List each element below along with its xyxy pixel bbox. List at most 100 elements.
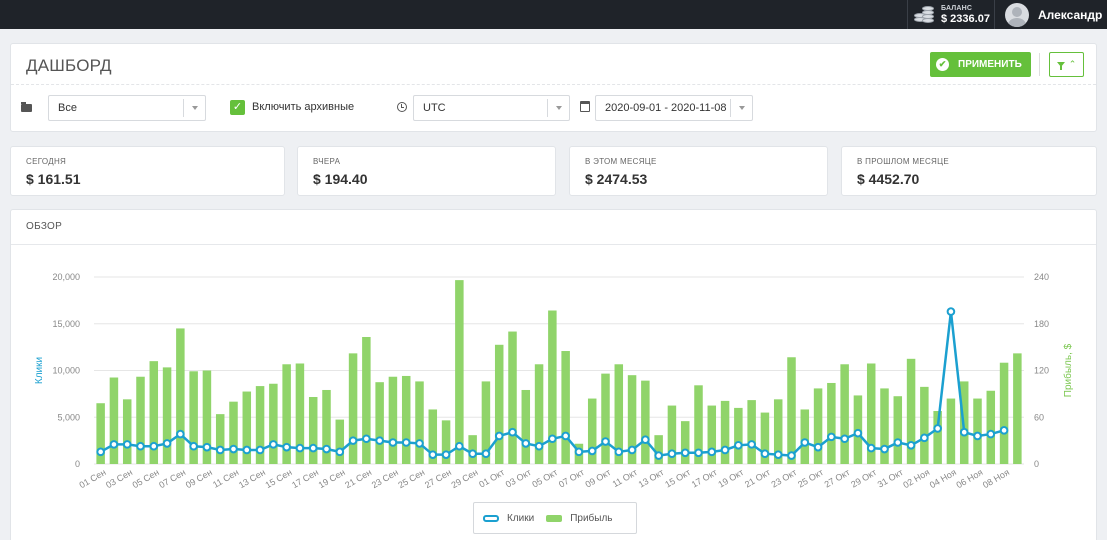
clicks-point	[149, 441, 159, 451]
clicks-point	[109, 440, 119, 449]
profit-bar	[415, 381, 424, 464]
y-tick-label: 0	[75, 459, 80, 469]
x-tick-label: 13 Сен	[237, 467, 267, 490]
clicks-point	[242, 445, 252, 455]
x-tick-label: 29 Сен	[450, 467, 480, 490]
stat-value: $ 161.51	[26, 171, 81, 187]
profit-bar	[933, 411, 942, 464]
profit-bar	[827, 382, 836, 464]
profit-bar	[322, 389, 331, 464]
x-tick-label: 27 Сен	[423, 467, 453, 490]
profit-bar	[973, 398, 982, 464]
divider	[11, 244, 1096, 245]
clicks-point	[827, 432, 836, 442]
stat-card-yesterday: ВЧЕРА $ 194.40	[297, 146, 556, 196]
profit-bar	[627, 375, 637, 464]
y2-axis-title: Прибыль, $	[1062, 343, 1074, 397]
legend-item-profit[interactable]: Прибыль	[546, 513, 613, 524]
timezone-select[interactable]: UTC	[413, 95, 570, 121]
clicks-point	[999, 426, 1009, 435]
chevron-down-icon	[547, 99, 569, 117]
clock-icon	[397, 102, 407, 112]
filter-toggle-button[interactable]: ⌃	[1049, 52, 1084, 77]
balance-widget[interactable]: БАЛАНС $ 2336.07	[907, 0, 995, 29]
clicks-point	[122, 440, 132, 449]
user-menu[interactable]: Александр ▼	[1005, 2, 1107, 27]
profit-bar	[295, 363, 305, 464]
stat-value: $ 2474.53	[585, 171, 648, 187]
apply-button-label: ПРИМЕНИТЬ	[958, 59, 1022, 70]
divider	[1039, 53, 1040, 76]
profit-bar	[866, 363, 876, 464]
overview-title: ОБЗОР	[26, 221, 63, 232]
legend-item-clicks[interactable]: Клики	[483, 513, 534, 524]
clicks-point	[866, 443, 876, 453]
clicks-point	[96, 447, 105, 457]
chevron-down-icon	[730, 99, 752, 117]
clicks-point	[893, 438, 903, 447]
profit-bar	[880, 388, 889, 464]
clicks-point	[521, 439, 531, 448]
profit-bar	[455, 280, 464, 464]
x-tick-label: 19 Сен	[317, 467, 347, 490]
profit-bar	[428, 409, 438, 464]
clicks-point	[468, 449, 477, 459]
clicks-point	[920, 433, 929, 443]
date-range-value: 2020-09-01 - 2020-11-08	[605, 102, 727, 114]
clicks-point	[348, 436, 358, 445]
profit-bar	[946, 398, 956, 464]
profit-bar	[614, 364, 624, 464]
overview-chart: 0 5,000 10,000 15,000 20,000 0 60 120 180 240 Клик…	[34, 272, 1074, 490]
x-tick-label: 05 Окт	[530, 467, 559, 490]
x-tick-label: 03 Сен	[104, 467, 134, 490]
profit-bar	[242, 391, 252, 464]
profit-bar	[800, 409, 810, 464]
date-range-select[interactable]: 2020-09-01 - 2020-11-08	[595, 95, 753, 121]
x-tick-label: 01 Сен	[78, 467, 108, 490]
clicks-point	[747, 440, 756, 449]
profit-bar	[162, 367, 172, 464]
profit-bar	[667, 405, 677, 464]
y2-tick-label: 240	[1034, 272, 1049, 282]
divider	[11, 84, 1096, 85]
x-tick-label: 29 Окт	[849, 467, 878, 490]
profit-bar	[707, 405, 717, 464]
profit-bar	[362, 336, 371, 464]
clicks-point	[853, 428, 863, 438]
legend-label: Клики	[507, 512, 535, 524]
profit-bar	[189, 371, 198, 464]
profit-bar	[734, 407, 743, 464]
profit-bar	[747, 400, 756, 464]
profit-bar	[720, 400, 730, 464]
profit-bar	[999, 362, 1009, 464]
clicks-point	[880, 444, 889, 454]
profit-bar	[561, 351, 570, 464]
clicks-point	[136, 441, 145, 451]
clicks-point	[720, 445, 730, 455]
clicks-point	[189, 441, 198, 451]
profit-bar	[760, 412, 770, 464]
clicks-point	[813, 442, 823, 452]
profit-bar	[521, 389, 531, 464]
stat-label: В ЭТОМ МЕСЯЦЕ	[585, 157, 657, 166]
stat-label: СЕГОДНЯ	[26, 157, 67, 166]
profit-bar	[109, 377, 119, 464]
top-bar: БАЛАНС $ 2336.07 Александр ▼	[0, 0, 1107, 29]
clicks-point	[229, 444, 238, 454]
profit-bar	[308, 396, 318, 464]
x-tick-label: 15 Окт	[663, 467, 692, 490]
stat-label: В ПРОШЛОМ МЕСЯЦЕ	[857, 157, 949, 166]
folder-select[interactable]: Все	[48, 95, 206, 121]
y-tick-label: 5,000	[57, 412, 80, 422]
profit-bar	[1013, 353, 1022, 464]
clicks-point	[415, 439, 424, 448]
x-tick-label: 13 Окт	[637, 467, 666, 490]
archive-checkbox[interactable]: ✓	[230, 100, 245, 115]
apply-button[interactable]: ✔ ПРИМЕНИТЬ	[930, 52, 1031, 77]
stat-card-last-month: В ПРОШЛОМ МЕСЯЦЕ $ 4452.70	[841, 146, 1097, 196]
x-tick-label: 11 Окт	[611, 467, 639, 489]
clicks-point	[667, 449, 677, 459]
profit-bar	[176, 328, 185, 464]
profit-bar	[441, 420, 451, 464]
x-tick-label: 06 Ноя	[954, 467, 984, 490]
